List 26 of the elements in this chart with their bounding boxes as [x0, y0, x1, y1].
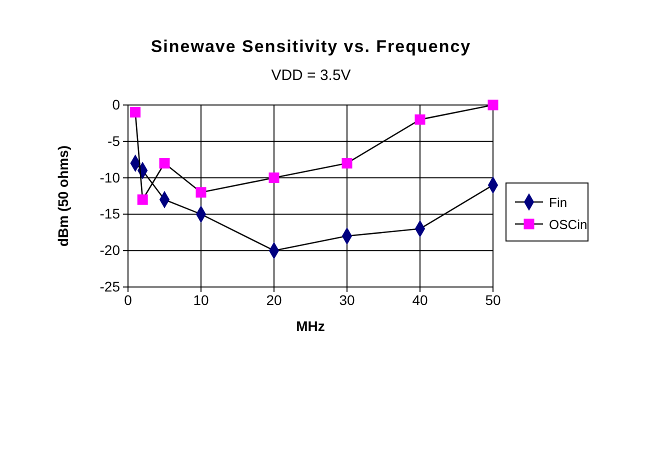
point [342, 158, 352, 168]
x-tick-label: 40 [412, 292, 428, 308]
y-tick-label: -20 [100, 242, 120, 258]
point [268, 172, 280, 184]
y-tick-label: 0 [112, 96, 120, 112]
point [159, 158, 170, 168]
legend-label: Fin [549, 195, 568, 210]
legend-label: OSCin [549, 217, 588, 232]
point [488, 100, 498, 110]
point [130, 107, 141, 118]
x-tick-label: 10 [193, 292, 209, 308]
point [196, 187, 206, 198]
y-tick-label: -15 [100, 206, 120, 222]
x-tick-label: 20 [266, 292, 282, 308]
chart-title: Sinewave Sensitivity vs. Frequency [150, 37, 472, 56]
point [137, 194, 148, 205]
x-tick-label: 50 [485, 292, 501, 308]
x-tick-label: 30 [339, 292, 355, 308]
y-tick-label: -25 [100, 278, 120, 294]
y-tick-label: -5 [108, 132, 120, 149]
y-axis-title: dBm (50 ohms) [55, 145, 71, 247]
x-tick-label: 0 [124, 292, 132, 308]
y-tick-label: -10 [100, 169, 120, 186]
chart-subtitle: VDD = 3.5V [271, 67, 351, 84]
x-axis-title: MHz [296, 318, 325, 334]
point [414, 114, 426, 125]
